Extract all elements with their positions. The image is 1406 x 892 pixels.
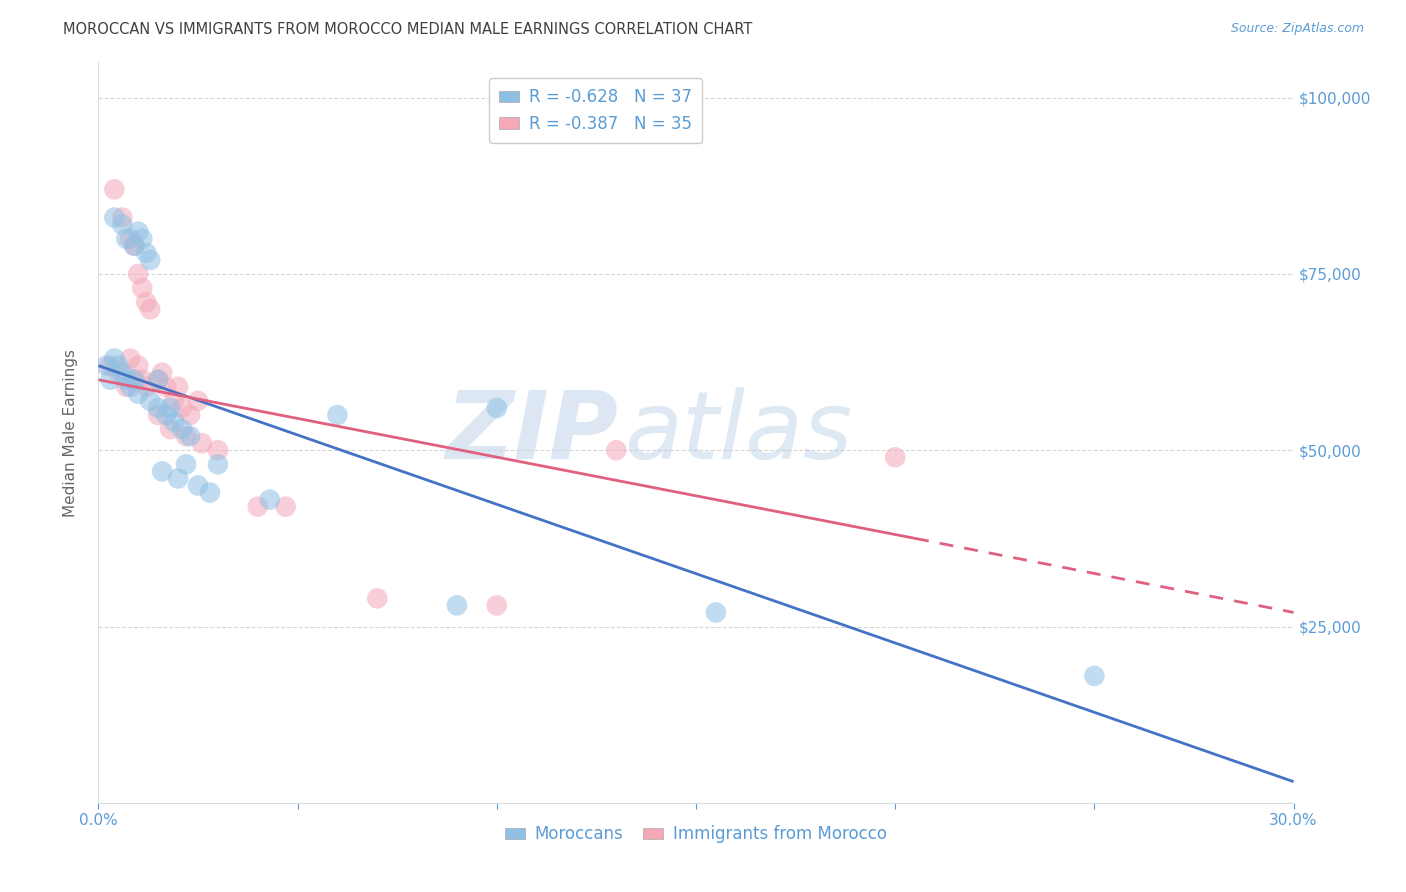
Point	[485, 599, 508, 613]
Point	[704, 606, 727, 620]
Point	[150, 464, 173, 478]
Point	[115, 380, 138, 394]
Point	[135, 380, 157, 394]
Point	[246, 500, 269, 514]
Point	[103, 351, 125, 366]
Point	[127, 387, 149, 401]
Point	[127, 225, 149, 239]
Point	[139, 393, 162, 408]
Point	[139, 252, 162, 267]
Point	[120, 232, 142, 246]
Text: Source: ZipAtlas.com: Source: ZipAtlas.com	[1230, 22, 1364, 36]
Point	[124, 239, 146, 253]
Point	[124, 373, 146, 387]
Point	[259, 492, 281, 507]
Point	[605, 443, 627, 458]
Point	[131, 232, 153, 246]
Point	[155, 380, 177, 394]
Point	[148, 373, 170, 387]
Point	[446, 599, 468, 613]
Text: ZIP: ZIP	[446, 386, 619, 479]
Point	[111, 211, 134, 225]
Point	[187, 478, 209, 492]
Point	[124, 373, 146, 387]
Point	[150, 366, 173, 380]
Point	[98, 359, 122, 373]
Point	[187, 393, 209, 408]
Point	[111, 218, 134, 232]
Point	[163, 415, 186, 429]
Point	[135, 295, 157, 310]
Point	[103, 182, 125, 196]
Y-axis label: Median Male Earnings: Median Male Earnings	[63, 349, 77, 516]
Point	[120, 380, 142, 394]
Point	[172, 422, 194, 436]
Point	[98, 373, 122, 387]
Point	[127, 359, 149, 373]
Point	[179, 429, 201, 443]
Point	[179, 408, 201, 422]
Point	[274, 500, 297, 514]
Point	[148, 401, 170, 415]
Point	[167, 380, 190, 394]
Point	[163, 393, 186, 408]
Point	[148, 408, 170, 422]
Point	[207, 458, 229, 472]
Point	[131, 373, 153, 387]
Point	[366, 591, 388, 606]
Point	[124, 239, 146, 253]
Point	[159, 422, 181, 436]
Point	[485, 401, 508, 415]
Text: atlas: atlas	[624, 387, 852, 478]
Point	[115, 373, 138, 387]
Point	[127, 267, 149, 281]
Point	[103, 211, 125, 225]
Point	[172, 401, 194, 415]
Point	[1083, 669, 1105, 683]
Point	[111, 366, 134, 380]
Point	[139, 302, 162, 317]
Point	[107, 366, 129, 380]
Point	[115, 232, 138, 246]
Point	[174, 458, 197, 472]
Point	[107, 359, 129, 373]
Point	[120, 351, 142, 366]
Point	[207, 443, 229, 458]
Text: MOROCCAN VS IMMIGRANTS FROM MOROCCO MEDIAN MALE EARNINGS CORRELATION CHART: MOROCCAN VS IMMIGRANTS FROM MOROCCO MEDI…	[63, 22, 752, 37]
Point	[326, 408, 349, 422]
Point	[135, 245, 157, 260]
Point	[174, 429, 197, 443]
Point	[155, 408, 177, 422]
Legend: Moroccans, Immigrants from Morocco: Moroccans, Immigrants from Morocco	[498, 819, 894, 850]
Point	[96, 359, 118, 373]
Point	[884, 450, 907, 465]
Point	[131, 281, 153, 295]
Point	[167, 471, 190, 485]
Point	[159, 401, 181, 415]
Point	[191, 436, 214, 450]
Point	[148, 373, 170, 387]
Point	[198, 485, 221, 500]
